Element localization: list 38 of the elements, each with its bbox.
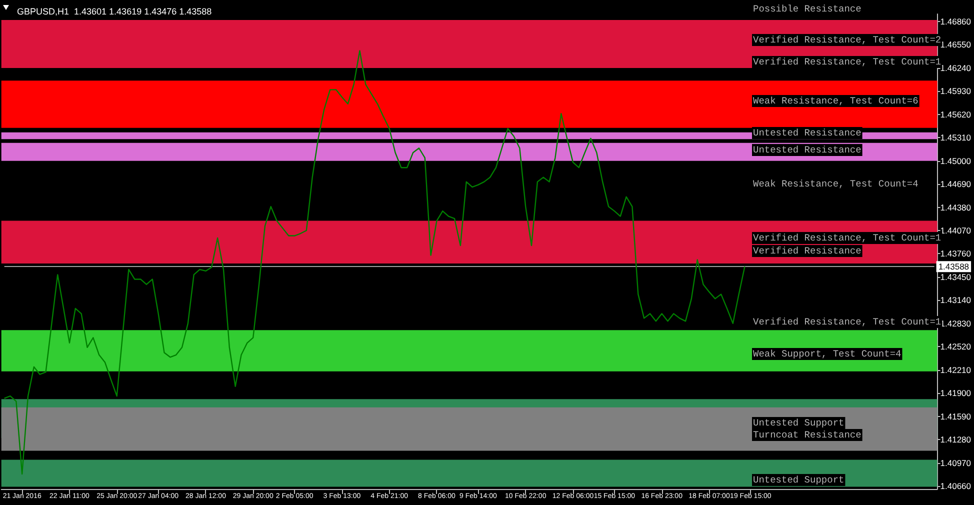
annotation: Verified Resistance, Test Count=1 bbox=[753, 56, 942, 68]
annotation: Turncoat Resistance bbox=[753, 430, 862, 440]
y-tick-label: 1.40970 bbox=[940, 458, 972, 468]
annotation: Weak Support, Test Count=4 bbox=[753, 348, 902, 360]
y-tick-label: 1.42210 bbox=[940, 364, 972, 375]
y-tick-label: 1.41900 bbox=[940, 388, 972, 398]
y-tick-label: 1.43450 bbox=[940, 272, 972, 282]
y-tick-label: 1.45620 bbox=[940, 109, 972, 120]
annotation: Weak Resistance, Test Count=4 bbox=[753, 178, 919, 190]
y-tick-label: 1.46550 bbox=[940, 40, 972, 50]
y-tick-label: 1.46860 bbox=[940, 16, 972, 26]
annotation: Verified Resistance, Test Count=2 bbox=[753, 34, 942, 46]
ref-line-label: 1.43588 bbox=[938, 262, 970, 272]
annotation: Untested Resistance bbox=[753, 128, 862, 138]
y-tick-label: 1.45310 bbox=[940, 132, 972, 143]
y-tick-label: 1.44070 bbox=[940, 226, 972, 236]
y-tick-label: 1.41280 bbox=[940, 434, 972, 445]
annotation: Untested Resistance bbox=[753, 144, 862, 156]
y-tick-label: 1.44690 bbox=[940, 179, 972, 190]
y-tick-label: 1.45930 bbox=[940, 86, 972, 96]
y-tick-label: 1.42520 bbox=[940, 342, 972, 352]
line-series bbox=[4, 50, 746, 475]
chart-title: GBPUSD,H1 1.43601 1.43619 1.43476 1.43588 bbox=[17, 6, 212, 16]
y-tick-label: 1.40660 bbox=[940, 481, 972, 492]
annotation: Verified Resistance, Test Count=1 bbox=[753, 316, 942, 328]
annotation: Untested Support bbox=[753, 418, 844, 428]
annotation: Verified Resistance, Test Count=1 bbox=[753, 232, 942, 244]
y-tick-label: 1.44380 bbox=[940, 202, 972, 212]
y-tick-label: 1.43760 bbox=[940, 248, 972, 259]
y-tick-label: 1.43140 bbox=[940, 295, 972, 306]
y-tick-label: 1.42830 bbox=[940, 318, 972, 328]
annotation: Untested Support bbox=[753, 474, 844, 486]
annotation: Verified Resistance bbox=[753, 246, 862, 256]
annotation: Possible Resistance bbox=[753, 4, 862, 14]
y-tick-label: 1.41590 bbox=[940, 411, 972, 422]
y-tick-label: 1.45000 bbox=[940, 156, 972, 166]
y-tick-label: 1.46240 bbox=[940, 62, 972, 73]
annotation: Weak Resistance, Test Count=6 bbox=[753, 96, 919, 106]
